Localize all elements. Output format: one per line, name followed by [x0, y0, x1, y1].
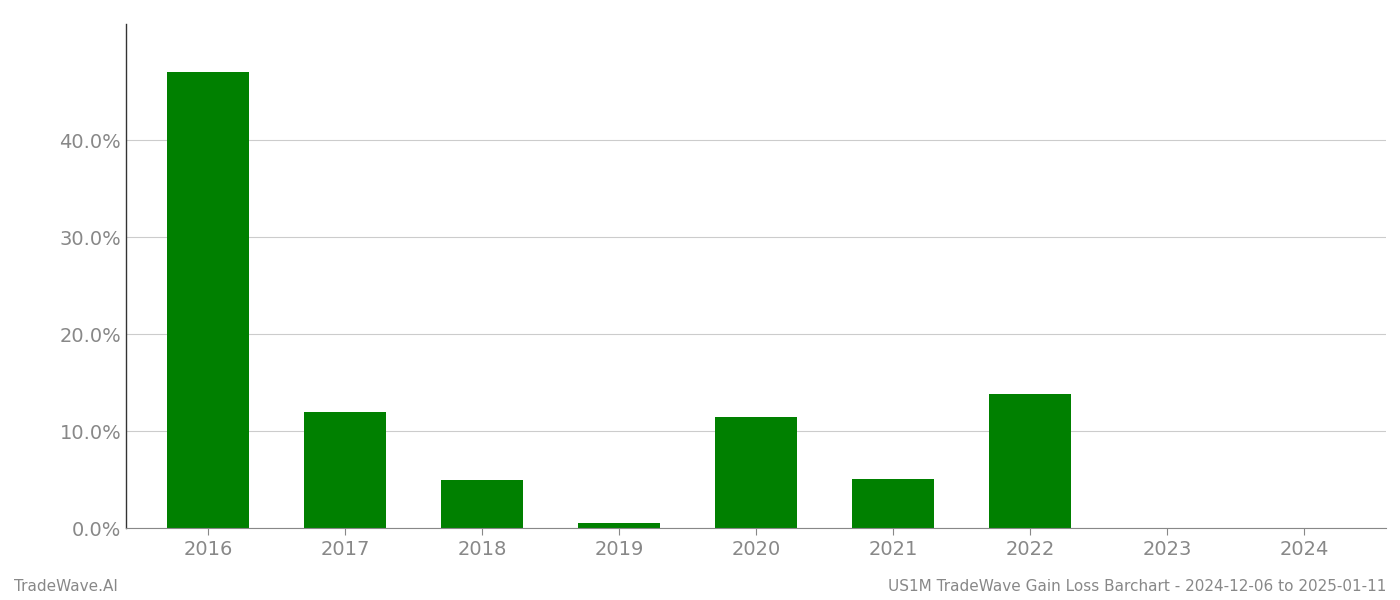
Bar	[851, 479, 934, 528]
Bar	[441, 479, 524, 528]
Bar	[715, 416, 797, 528]
Text: US1M TradeWave Gain Loss Barchart - 2024-12-06 to 2025-01-11: US1M TradeWave Gain Loss Barchart - 2024…	[888, 579, 1386, 594]
Bar	[167, 73, 249, 528]
Bar	[304, 412, 386, 528]
Bar	[578, 523, 661, 528]
Bar	[988, 394, 1071, 528]
Text: TradeWave.AI: TradeWave.AI	[14, 579, 118, 594]
